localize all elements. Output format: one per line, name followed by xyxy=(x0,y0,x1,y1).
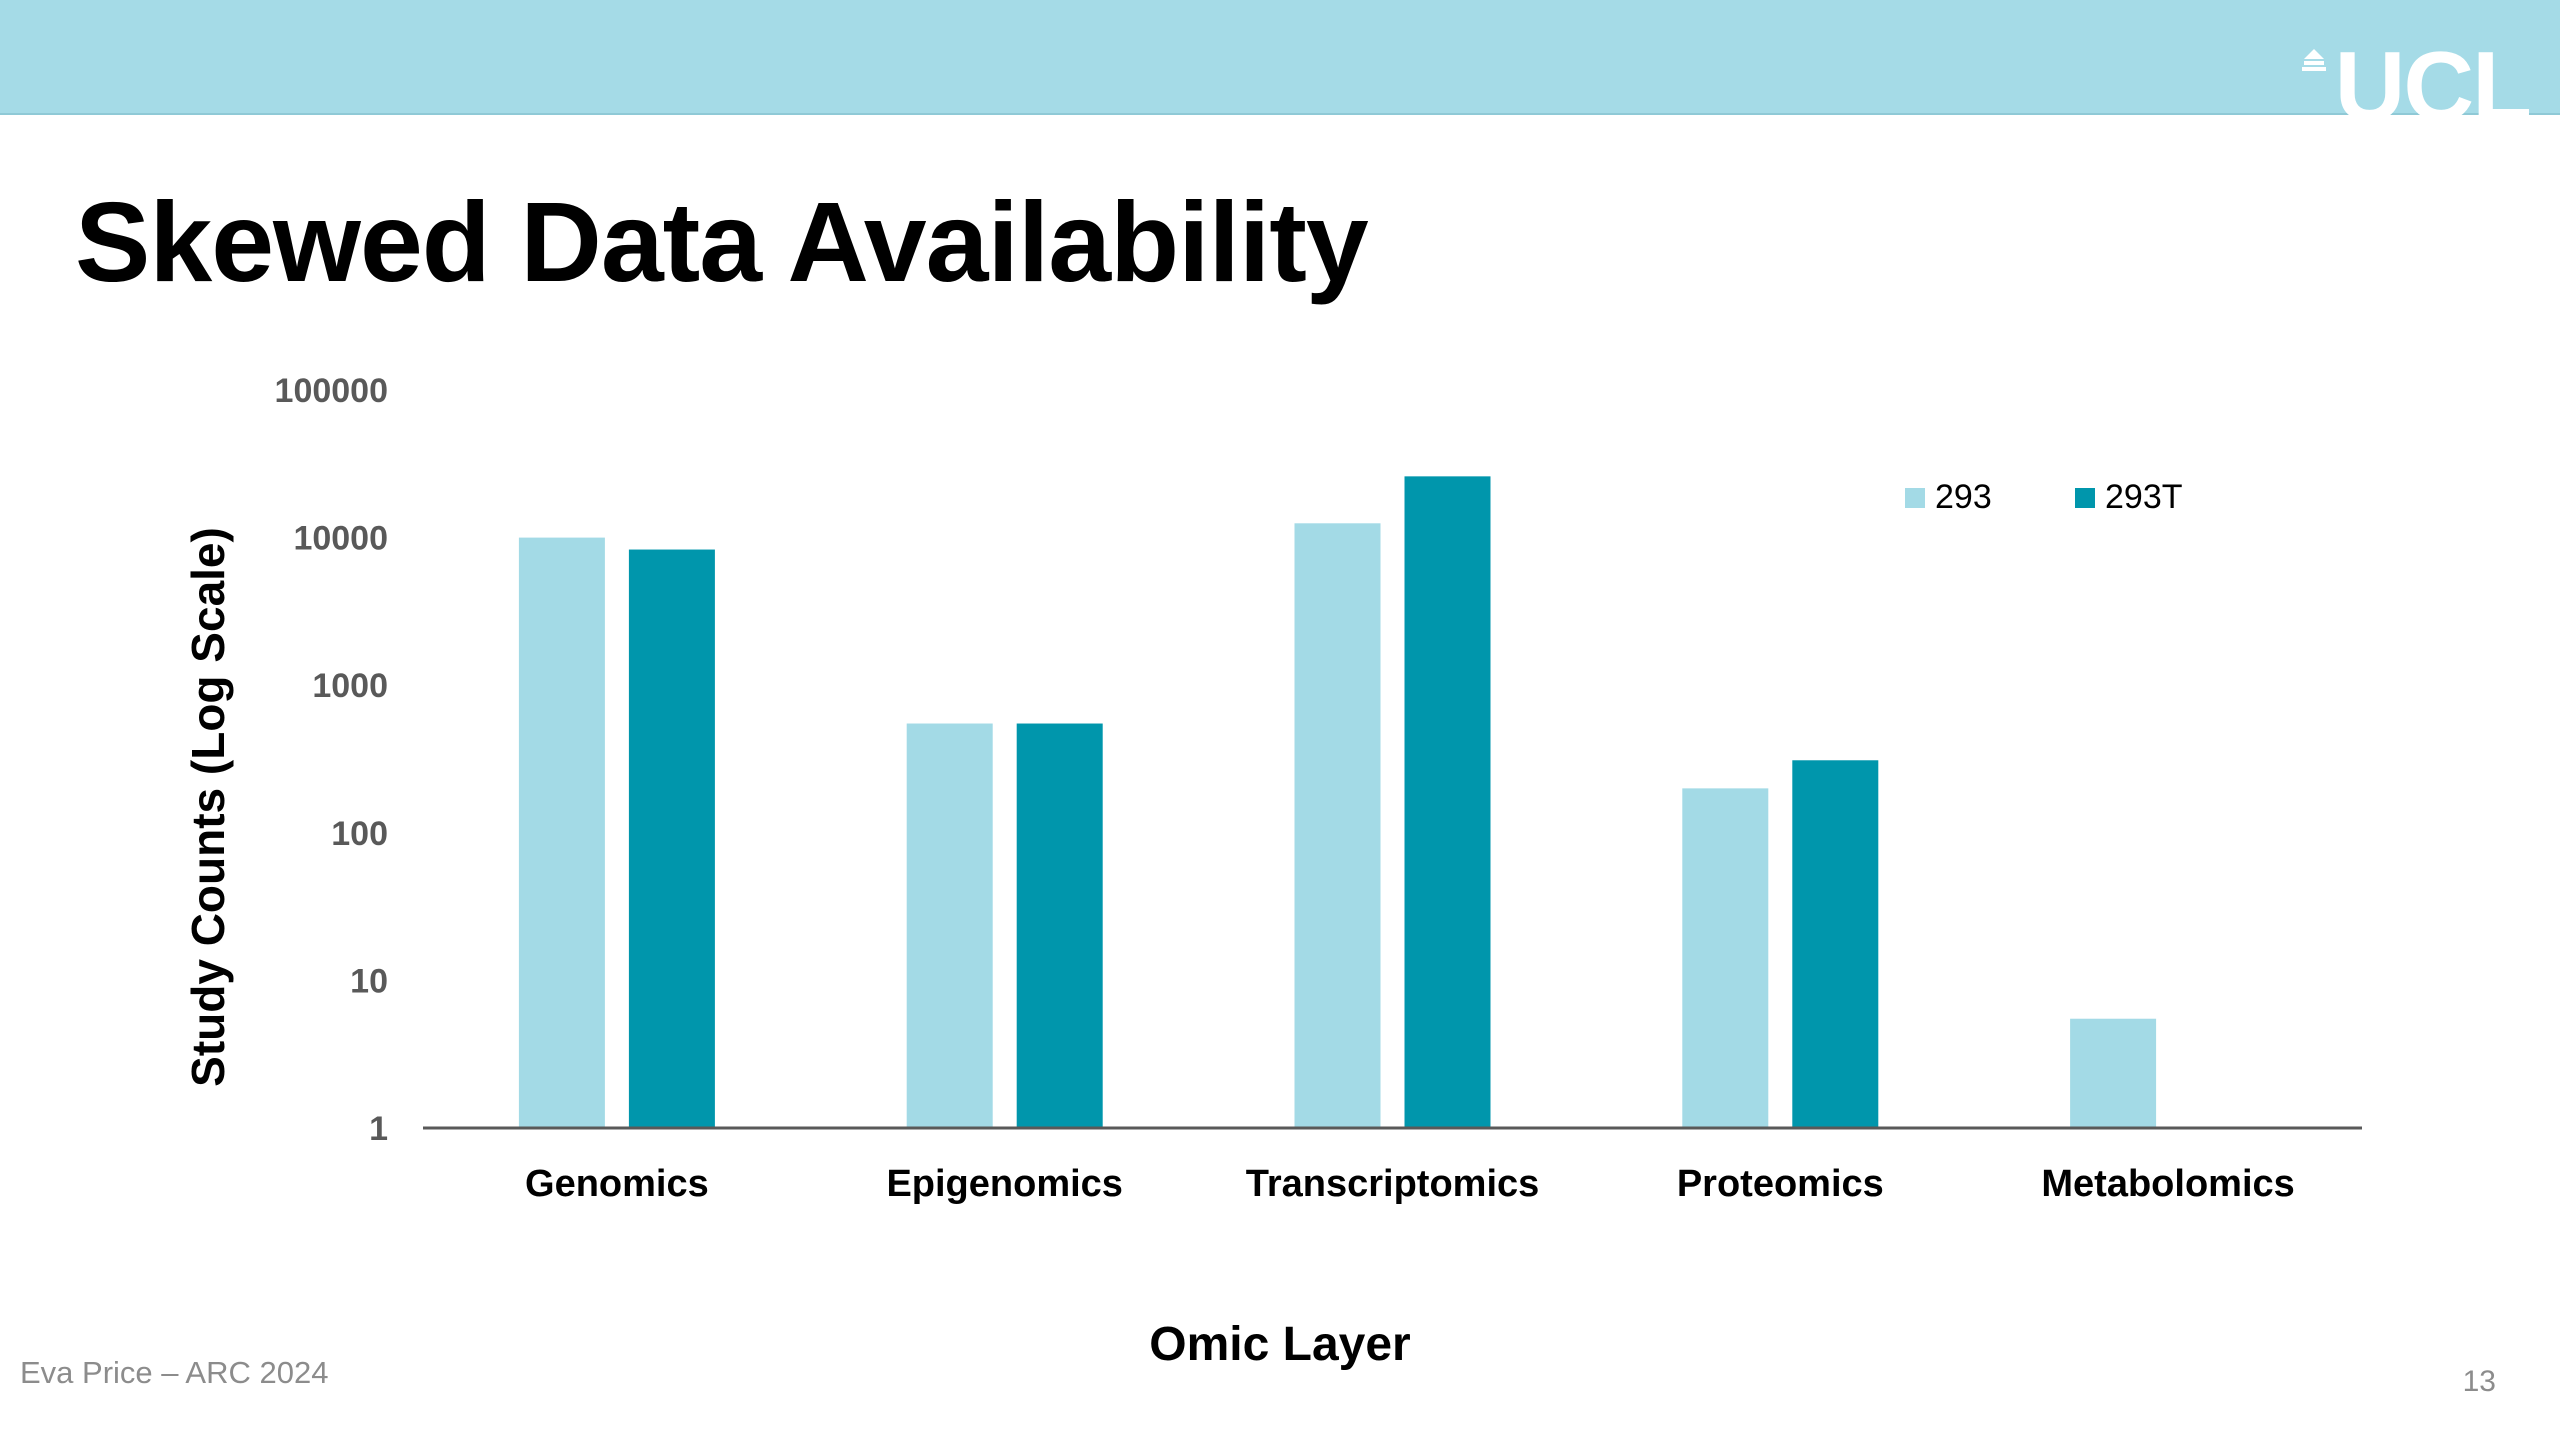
page-number: 13 xyxy=(2462,1365,2496,1398)
x-axis-label: Omic Layer xyxy=(1149,1318,1410,1371)
bars xyxy=(518,476,2157,1128)
y-axis-ticks: 1 10 100 1000 10000 100000 xyxy=(275,372,388,1148)
slide-title: Skewed Data Availability xyxy=(75,179,1369,305)
bar-293-metabolomics xyxy=(2070,1018,2157,1128)
bar-293-proteomics xyxy=(1682,788,1769,1128)
bar-293T-transcriptomics xyxy=(1404,476,1491,1128)
footer-author: Eva Price – ARC 2024 xyxy=(20,1355,329,1390)
x-tick-label-epigenomics: Epigenomics xyxy=(886,1163,1123,1205)
bar-293T-proteomics xyxy=(1792,760,1879,1128)
x-tick-label-genomics: Genomics xyxy=(525,1163,709,1205)
y-tick-label-1000: 1000 xyxy=(312,667,388,705)
bar-293T-genomics xyxy=(628,549,715,1128)
x-tick-label-transcriptomics: Transcriptomics xyxy=(1246,1163,1540,1205)
legend-label-293T: 293T xyxy=(2105,478,2183,516)
legend: 293 293T xyxy=(1905,478,2183,516)
bar-293T-epigenomics xyxy=(1016,723,1103,1128)
y-tick-label-1: 1 xyxy=(369,1110,388,1148)
ucl-logo: UCL xyxy=(2299,40,2530,115)
bar-293-transcriptomics xyxy=(1294,523,1381,1128)
x-tick-label-metabolomics: Metabolomics xyxy=(2041,1163,2294,1205)
legend-swatch-293 xyxy=(1905,488,1925,508)
bar-293-genomics xyxy=(518,537,605,1128)
x-axis-tick-labels: Genomics Epigenomics Transcriptomics Proteo… xyxy=(525,1163,2295,1205)
header-bar: UCL xyxy=(0,0,2560,115)
y-tick-label-10000: 10000 xyxy=(293,520,388,558)
bar-293-epigenomics xyxy=(906,723,993,1128)
portico-icon xyxy=(2301,49,2326,71)
ucl-logo-text: UCL xyxy=(2334,40,2530,115)
y-tick-label-100: 100 xyxy=(331,815,388,853)
y-tick-label-100000: 100000 xyxy=(275,372,388,410)
legend-swatch-293T xyxy=(2075,488,2095,508)
legend-label-293: 293 xyxy=(1935,478,1992,516)
y-tick-label-10: 10 xyxy=(350,962,388,1000)
x-tick-label-proteomics: Proteomics xyxy=(1677,1163,1884,1205)
y-axis-label: Study Counts (Log Scale) xyxy=(182,527,234,1087)
